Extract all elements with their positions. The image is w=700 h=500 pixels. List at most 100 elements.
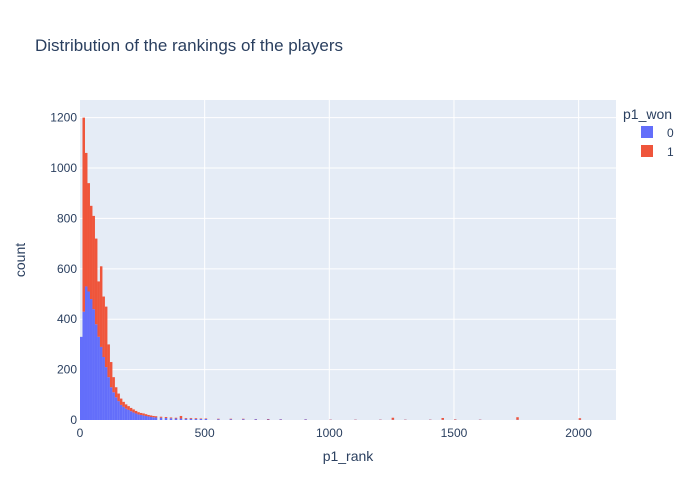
bar-series-1[interactable]: [242, 418, 245, 420]
bar-series-0[interactable]: [144, 415, 148, 420]
bar-series-1[interactable]: [578, 418, 582, 420]
bar-series-0[interactable]: [142, 415, 145, 420]
bar-series-1[interactable]: [142, 413, 145, 416]
bar-series-0[interactable]: [184, 418, 188, 420]
bar-series-1[interactable]: [189, 417, 193, 419]
bar-series-0[interactable]: [92, 309, 95, 420]
bar-series-0[interactable]: [87, 291, 90, 420]
bar-series-1[interactable]: [112, 377, 115, 393]
bar-series-0[interactable]: [119, 404, 123, 420]
bar-series-0[interactable]: [242, 419, 245, 420]
bar-series-0[interactable]: [189, 418, 193, 420]
bar-series-0[interactable]: [94, 324, 98, 420]
legend-swatch-1[interactable]: [641, 145, 653, 157]
bar-series-1[interactable]: [117, 393, 120, 402]
bar-series-0[interactable]: [99, 346, 103, 420]
bar-series-0[interactable]: [107, 377, 110, 420]
bar-series-1[interactable]: [122, 401, 125, 407]
bar-series-0[interactable]: [82, 311, 85, 420]
bar-series-0[interactable]: [199, 418, 203, 420]
bar-series-1[interactable]: [102, 296, 105, 358]
bar-series-1[interactable]: [119, 398, 123, 405]
bar-series-0[interactable]: [194, 418, 198, 420]
bar-series-1[interactable]: [204, 418, 208, 419]
bar-series-1[interactable]: [87, 183, 90, 292]
bar-series-1[interactable]: [266, 418, 270, 420]
bar-series-0[interactable]: [164, 417, 168, 420]
bar-series-1[interactable]: [97, 281, 100, 337]
bar-series-0[interactable]: [80, 336, 83, 420]
bar-series-0[interactable]: [204, 418, 208, 420]
bar-series-0[interactable]: [127, 409, 130, 420]
bar-series-0[interactable]: [109, 387, 113, 420]
bar-series-1[interactable]: [441, 417, 444, 420]
bar-series-0[interactable]: [84, 286, 88, 420]
bar-series-1[interactable]: [169, 417, 173, 419]
bar-series-0[interactable]: [97, 336, 100, 420]
bar-series-0[interactable]: [229, 419, 233, 420]
bar-series-1[interactable]: [159, 416, 163, 418]
bar-series-1[interactable]: [82, 117, 85, 312]
legend-label-1[interactable]: 1: [667, 145, 674, 159]
bar-series-1[interactable]: [104, 306, 108, 368]
bar-series-0[interactable]: [139, 414, 143, 420]
bar-series-1[interactable]: [391, 417, 395, 420]
bar-series-0[interactable]: [124, 408, 128, 420]
bar-series-0[interactable]: [169, 418, 173, 420]
bar-series-1[interactable]: [137, 412, 140, 415]
bar-series-0[interactable]: [147, 416, 150, 420]
bar-series-0[interactable]: [129, 411, 133, 420]
bar-series-1[interactable]: [144, 414, 148, 416]
bar-series-1[interactable]: [217, 418, 220, 420]
bar-series-1[interactable]: [147, 414, 150, 417]
bar-series-0[interactable]: [179, 418, 183, 420]
legend-swatch-0[interactable]: [641, 126, 653, 138]
bar-series-1[interactable]: [124, 404, 128, 409]
bar-series-1[interactable]: [194, 418, 198, 419]
bar-series-0[interactable]: [279, 419, 282, 420]
bar-series-1[interactable]: [229, 418, 233, 420]
bar-series-1[interactable]: [132, 409, 135, 413]
bar-series-1[interactable]: [92, 215, 95, 310]
bar-series-1[interactable]: [139, 412, 143, 415]
legend[interactable]: p1_won 0 1: [623, 106, 674, 159]
bar-series-1[interactable]: [109, 362, 113, 388]
bar-series-1[interactable]: [129, 407, 133, 412]
bar-series-1[interactable]: [114, 387, 118, 398]
bar-series-1[interactable]: [94, 238, 98, 325]
bar-series-0[interactable]: [304, 419, 307, 420]
bar-series-1[interactable]: [107, 344, 110, 378]
bar-series-0[interactable]: [114, 397, 118, 420]
bar-series-1[interactable]: [134, 410, 138, 414]
bar-series-0[interactable]: [122, 406, 125, 420]
bar-series-1[interactable]: [84, 152, 88, 287]
bar-series-0[interactable]: [217, 419, 220, 420]
bar-series-0[interactable]: [132, 412, 135, 420]
bar-series-0[interactable]: [159, 417, 163, 420]
bar-series-0[interactable]: [104, 367, 108, 420]
bar-series-1[interactable]: [516, 417, 519, 420]
bar-series-1[interactable]: [184, 417, 188, 419]
bar-series-0[interactable]: [152, 417, 155, 420]
bar-series-0[interactable]: [112, 392, 115, 420]
bar-series-0[interactable]: [117, 401, 120, 420]
bar-series-1[interactable]: [164, 416, 168, 418]
bar-series-0[interactable]: [154, 417, 158, 420]
bar-series-1[interactable]: [99, 266, 103, 347]
bar-series-0[interactable]: [137, 414, 140, 420]
bar-series-0[interactable]: [254, 419, 258, 420]
bar-series-0[interactable]: [149, 416, 153, 420]
bar-series-1[interactable]: [127, 406, 130, 410]
bar-series-1[interactable]: [89, 205, 93, 300]
bar-series-0[interactable]: [266, 419, 270, 420]
bar-series-1[interactable]: [154, 416, 158, 418]
bar-series-1[interactable]: [199, 418, 203, 419]
bar-series-1[interactable]: [179, 415, 183, 419]
bar-series-0[interactable]: [102, 357, 105, 420]
bar-series-1[interactable]: [174, 417, 178, 419]
legend-label-0[interactable]: 0: [667, 126, 674, 140]
bar-series-0[interactable]: [89, 299, 93, 420]
bar-series-0[interactable]: [174, 418, 178, 420]
bar-series-0[interactable]: [134, 413, 138, 420]
bar-series-1[interactable]: [149, 415, 153, 417]
